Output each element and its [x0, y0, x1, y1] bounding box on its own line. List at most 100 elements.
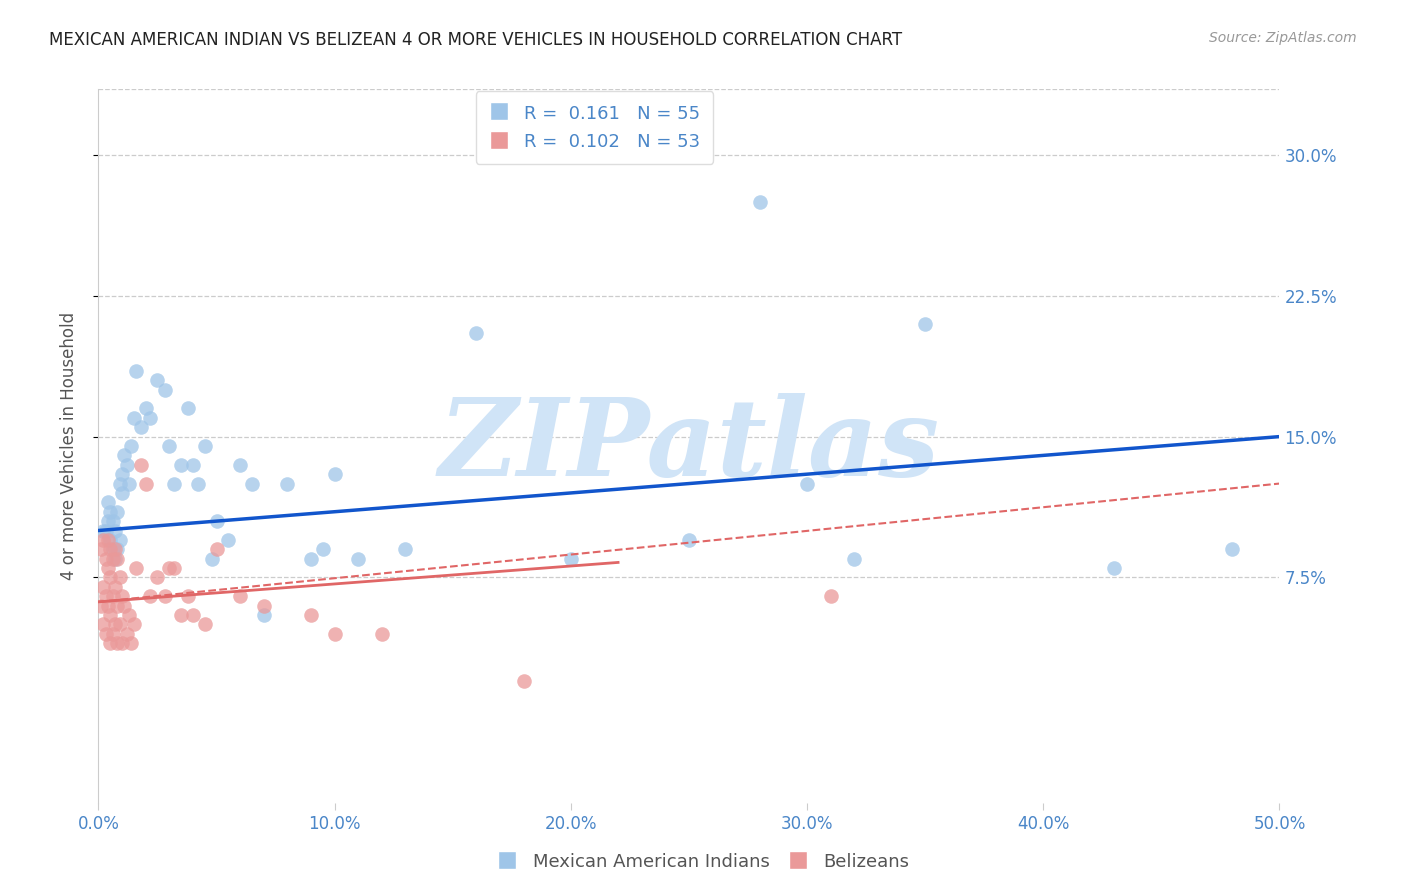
Point — [105, 636, 128, 650]
Point — [122, 410, 145, 425]
Point — [97, 514, 120, 528]
Point — [108, 570, 131, 584]
Point — [253, 607, 276, 622]
Point — [135, 401, 157, 416]
Point — [229, 458, 252, 472]
Point — [98, 533, 121, 547]
Point — [194, 617, 217, 632]
Point — [276, 476, 298, 491]
Point — [104, 524, 127, 538]
Point — [125, 561, 148, 575]
Point — [111, 486, 134, 500]
Point — [94, 627, 117, 641]
Point — [299, 607, 322, 622]
Point — [97, 495, 120, 509]
Point — [170, 607, 193, 622]
Point — [153, 589, 176, 603]
Point — [101, 589, 124, 603]
Point — [125, 364, 148, 378]
Point — [146, 373, 169, 387]
Point — [240, 476, 263, 491]
Point — [153, 383, 176, 397]
Point — [112, 599, 135, 613]
Point — [323, 467, 346, 482]
Point — [299, 551, 322, 566]
Point — [748, 194, 770, 209]
Point — [104, 551, 127, 566]
Point — [253, 599, 276, 613]
Point — [91, 524, 114, 538]
Point — [201, 551, 224, 566]
Point — [98, 636, 121, 650]
Point — [101, 514, 124, 528]
Point — [394, 542, 416, 557]
Point — [104, 580, 127, 594]
Point — [187, 476, 209, 491]
Point — [112, 449, 135, 463]
Point — [90, 599, 112, 613]
Point — [97, 561, 120, 575]
Point — [194, 439, 217, 453]
Point — [139, 589, 162, 603]
Legend: R =  0.161   N = 55, R =  0.102   N = 53: R = 0.161 N = 55, R = 0.102 N = 53 — [475, 91, 713, 164]
Point — [512, 673, 534, 688]
Point — [91, 617, 114, 632]
Point — [177, 401, 200, 416]
Point — [94, 551, 117, 566]
Point — [129, 420, 152, 434]
Point — [108, 533, 131, 547]
Point — [104, 542, 127, 557]
Point — [796, 476, 818, 491]
Point — [139, 410, 162, 425]
Point — [121, 636, 143, 650]
Point — [371, 627, 394, 641]
Legend: Mexican American Indians, Belizeans: Mexican American Indians, Belizeans — [489, 845, 917, 879]
Point — [94, 589, 117, 603]
Point — [111, 467, 134, 482]
Point — [170, 458, 193, 472]
Point — [217, 533, 239, 547]
Point — [101, 542, 124, 557]
Point — [844, 551, 866, 566]
Point — [101, 627, 124, 641]
Point — [181, 458, 204, 472]
Point — [177, 589, 200, 603]
Point — [111, 636, 134, 650]
Point — [115, 627, 138, 641]
Point — [101, 551, 124, 566]
Point — [105, 542, 128, 557]
Point — [820, 589, 842, 603]
Point — [98, 505, 121, 519]
Point — [111, 589, 134, 603]
Point — [1220, 542, 1243, 557]
Point — [312, 542, 335, 557]
Point — [90, 542, 112, 557]
Point — [229, 589, 252, 603]
Point — [135, 476, 157, 491]
Point — [465, 326, 488, 341]
Point — [98, 570, 121, 584]
Point — [163, 561, 186, 575]
Point — [157, 561, 180, 575]
Text: ZIPatlas: ZIPatlas — [439, 393, 939, 499]
Point — [91, 580, 114, 594]
Point — [205, 514, 228, 528]
Point — [108, 476, 131, 491]
Point — [205, 542, 228, 557]
Point — [105, 599, 128, 613]
Point — [181, 607, 204, 622]
Point — [146, 570, 169, 584]
Point — [98, 542, 121, 557]
Point — [347, 551, 370, 566]
Point — [560, 551, 582, 566]
Point — [105, 551, 128, 566]
Text: MEXICAN AMERICAN INDIAN VS BELIZEAN 4 OR MORE VEHICLES IN HOUSEHOLD CORRELATION : MEXICAN AMERICAN INDIAN VS BELIZEAN 4 OR… — [49, 31, 903, 49]
Point — [1102, 561, 1125, 575]
Point — [115, 458, 138, 472]
Point — [118, 476, 141, 491]
Text: Source: ZipAtlas.com: Source: ZipAtlas.com — [1209, 31, 1357, 45]
Point — [129, 458, 152, 472]
Point — [157, 439, 180, 453]
Point — [97, 599, 120, 613]
Point — [122, 617, 145, 632]
